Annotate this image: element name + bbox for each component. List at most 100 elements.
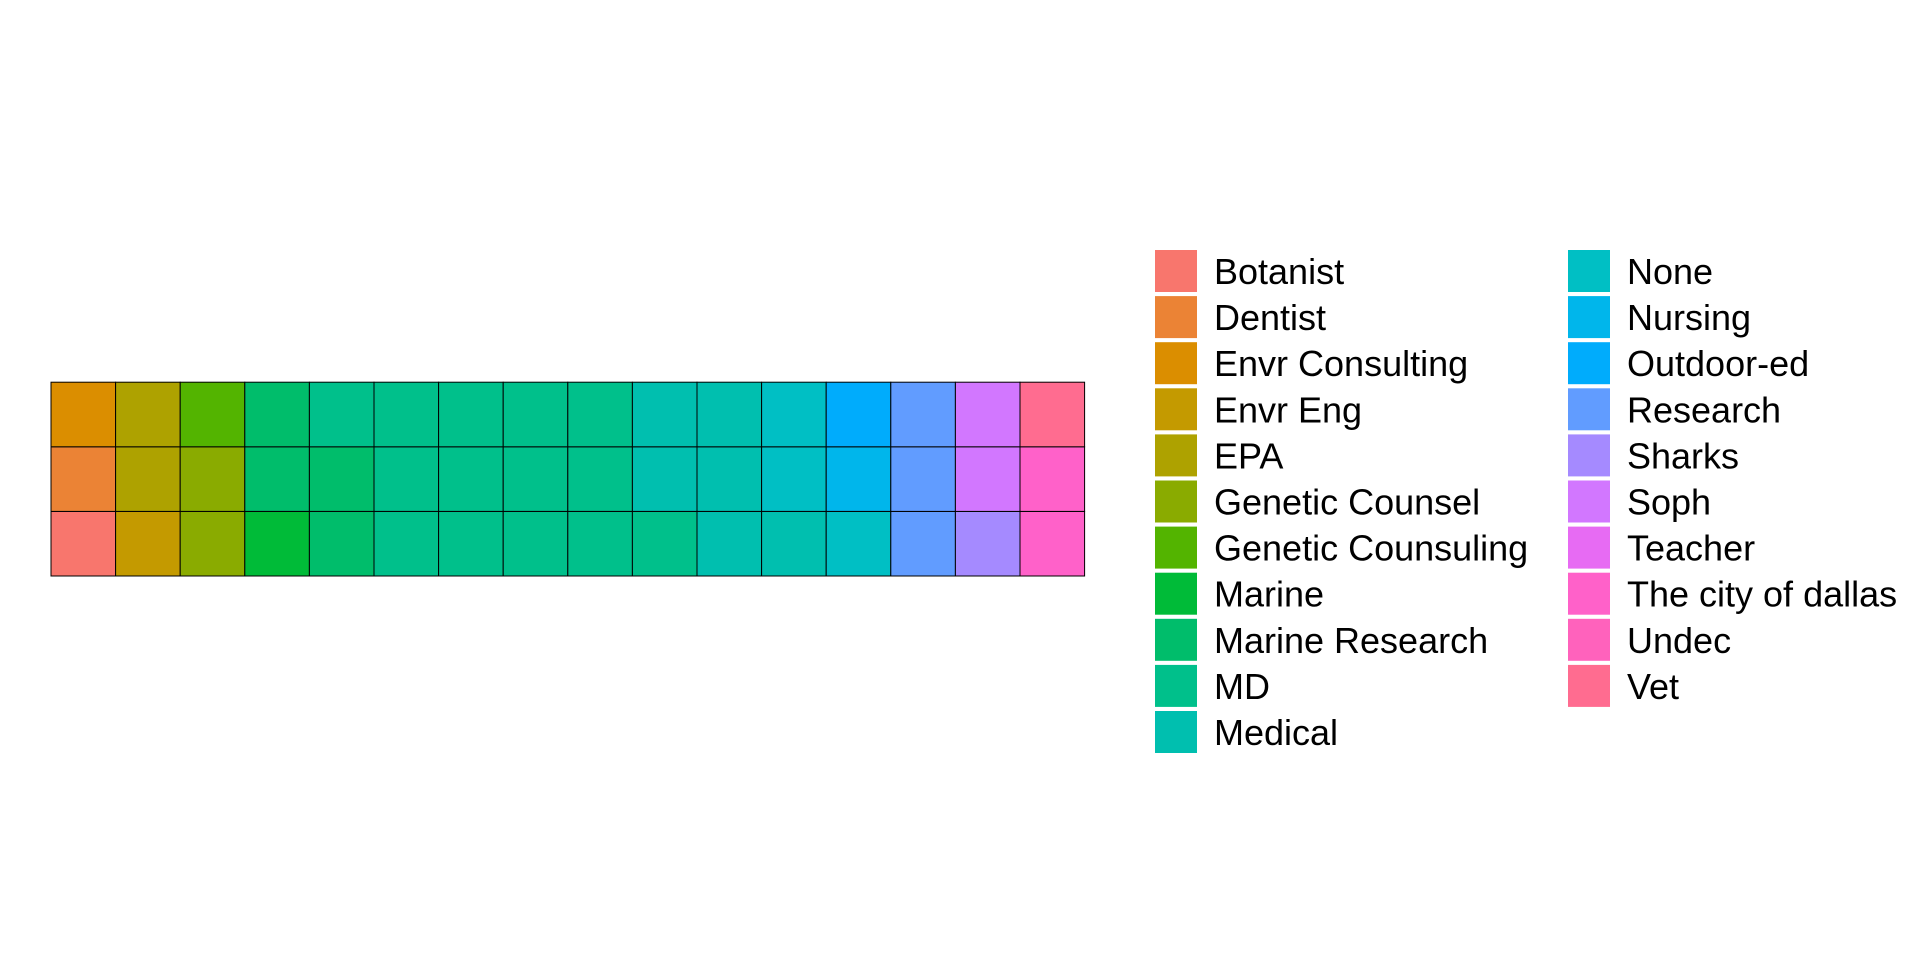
waffle-tile-marine-research <box>308 446 375 512</box>
waffle-tile-md <box>373 381 440 448</box>
legend-label-soph: Soph <box>1627 482 1711 523</box>
waffle-tile-outdoor-ed <box>825 381 892 448</box>
waffle-tile-md <box>567 381 633 448</box>
waffle-tile-research <box>890 446 956 512</box>
legend-key-medical <box>1155 711 1197 753</box>
legend-key-soph <box>1568 480 1610 523</box>
legend-label-marine-research: Marine Research <box>1214 620 1488 661</box>
legend-key-nursing <box>1568 296 1610 339</box>
waffle-tile-md <box>502 510 569 577</box>
waffle-tile-marine-research <box>244 446 310 512</box>
legend-key-marine-research <box>1155 618 1197 661</box>
legend-item-epa: EPA <box>1155 434 1283 477</box>
waffle-tile-soph <box>954 381 1021 448</box>
waffle-tile-genetic-counsel <box>179 510 246 577</box>
legend-item-marine: Marine <box>1155 572 1324 615</box>
legend-label-genetic-counsuling: Genetic Counsuling <box>1214 528 1528 569</box>
legend-item-botanist: Botanist <box>1155 250 1344 292</box>
legend-key-teacher <box>1568 526 1610 569</box>
legend-key-genetic-counsuling <box>1155 526 1197 569</box>
waffle-tile-medical <box>696 510 763 577</box>
legend-item-research: Research <box>1568 388 1781 431</box>
legend-item-genetic-counsuling: Genetic Counsuling <box>1155 526 1528 569</box>
waffle-tile-md <box>438 381 504 448</box>
waffle-tile-botanist <box>50 510 117 577</box>
legend-item-outdoor-ed: Outdoor-ed <box>1568 342 1809 385</box>
waffle-tile-md <box>308 381 375 448</box>
waffle-tile-md <box>567 510 633 577</box>
waffle-tile-md <box>438 446 504 512</box>
legend-item-marine-research: Marine Research <box>1155 618 1488 661</box>
waffle-tile-envr-consulting <box>50 381 117 448</box>
legend-label-botanist: Botanist <box>1214 251 1344 292</box>
legend-key-dentist <box>1155 296 1197 339</box>
waffle-tile-the-city-of-dallas <box>1019 510 1086 577</box>
legend-label-epa: EPA <box>1214 435 1283 476</box>
legend-item-genetic-counsel: Genetic Counsel <box>1155 480 1480 523</box>
legend-key-vet <box>1568 664 1610 707</box>
waffle-tile-soph <box>954 446 1021 512</box>
legend-label-envr-consulting: Envr Consulting <box>1214 343 1468 384</box>
legend-item-envr-consulting: Envr Consulting <box>1155 342 1468 385</box>
legend-key-sharks <box>1568 434 1610 477</box>
legend-key-botanist <box>1155 250 1197 292</box>
waffle-tile-dentist <box>50 446 117 512</box>
legend-key-undec <box>1568 618 1610 661</box>
legend-item-medical: Medical <box>1155 711 1338 753</box>
legend-key-outdoor-ed <box>1568 342 1610 385</box>
waffle-tile-marine-research <box>244 381 310 448</box>
waffle-tile-md <box>502 381 569 448</box>
waffle-tile-md <box>373 510 440 577</box>
legend-key-marine <box>1155 572 1197 615</box>
legend-item-soph: Soph <box>1568 480 1711 523</box>
legend-key-research <box>1568 388 1610 431</box>
waffle-tile-medical <box>696 446 763 512</box>
legend-label-md: MD <box>1214 666 1270 707</box>
waffle-tile-the-city-of-dallas <box>1019 446 1086 512</box>
legend-label-medical: Medical <box>1214 712 1338 753</box>
legend-label-envr-eng: Envr Eng <box>1214 389 1362 430</box>
legend-key-none <box>1568 250 1610 292</box>
waffle-tile-genetic-counsel <box>179 446 246 512</box>
legend-label-genetic-counsel: Genetic Counsel <box>1214 482 1480 523</box>
waffle-tile-md <box>567 446 633 512</box>
legend-key-md <box>1155 664 1197 707</box>
legend-label-research: Research <box>1627 389 1781 430</box>
waffle-tile-vet <box>1019 381 1086 448</box>
waffle-tile-none <box>761 381 827 448</box>
legend-label-outdoor-ed: Outdoor-ed <box>1627 343 1809 384</box>
waffle-tile-none <box>761 446 827 512</box>
legend-label-dentist: Dentist <box>1214 297 1326 338</box>
legend-key-genetic-counsel <box>1155 480 1197 523</box>
legend-key-epa <box>1155 434 1197 477</box>
waffle-tile-research <box>890 510 956 577</box>
waffle-tiles <box>50 381 1086 577</box>
waffle-tile-marine <box>244 510 310 577</box>
legend-item-the-city-of-dallas: The city of dallas <box>1568 572 1897 615</box>
legend-item-undec: Undec <box>1568 618 1731 661</box>
waffle-tile-md <box>502 446 569 512</box>
legend-key-envr-consulting <box>1155 342 1197 385</box>
waffle-tile-genetic-counsuling <box>179 381 246 448</box>
waffle-tile-research <box>890 381 956 448</box>
waffle-tile-marine-research <box>308 510 375 577</box>
legend-item-envr-eng: Envr Eng <box>1155 388 1362 431</box>
waffle-tile-md <box>438 510 504 577</box>
legend-label-undec: Undec <box>1627 620 1731 661</box>
legend: Botanist Dentist Envr Consulting Envr Eng EP… <box>1155 250 1897 753</box>
legend-item-sharks: Sharks <box>1568 434 1739 477</box>
legend-item-md: MD <box>1155 664 1270 707</box>
waffle-tile-medical <box>761 510 827 577</box>
waffle-tile-nursing <box>825 446 892 512</box>
waffle-tile-epa <box>115 446 181 512</box>
legend-key-envr-eng <box>1155 388 1197 431</box>
legend-label-none: None <box>1627 251 1713 292</box>
waffle-tile-medical <box>631 381 698 448</box>
legend-label-marine: Marine <box>1214 574 1324 615</box>
legend-label-nursing: Nursing <box>1627 297 1751 338</box>
waffle-tile-sharks <box>954 510 1021 577</box>
waffle-tile-md <box>631 510 698 577</box>
waffle-tile-medical <box>696 381 763 448</box>
waffle-tile-epa <box>115 381 181 448</box>
